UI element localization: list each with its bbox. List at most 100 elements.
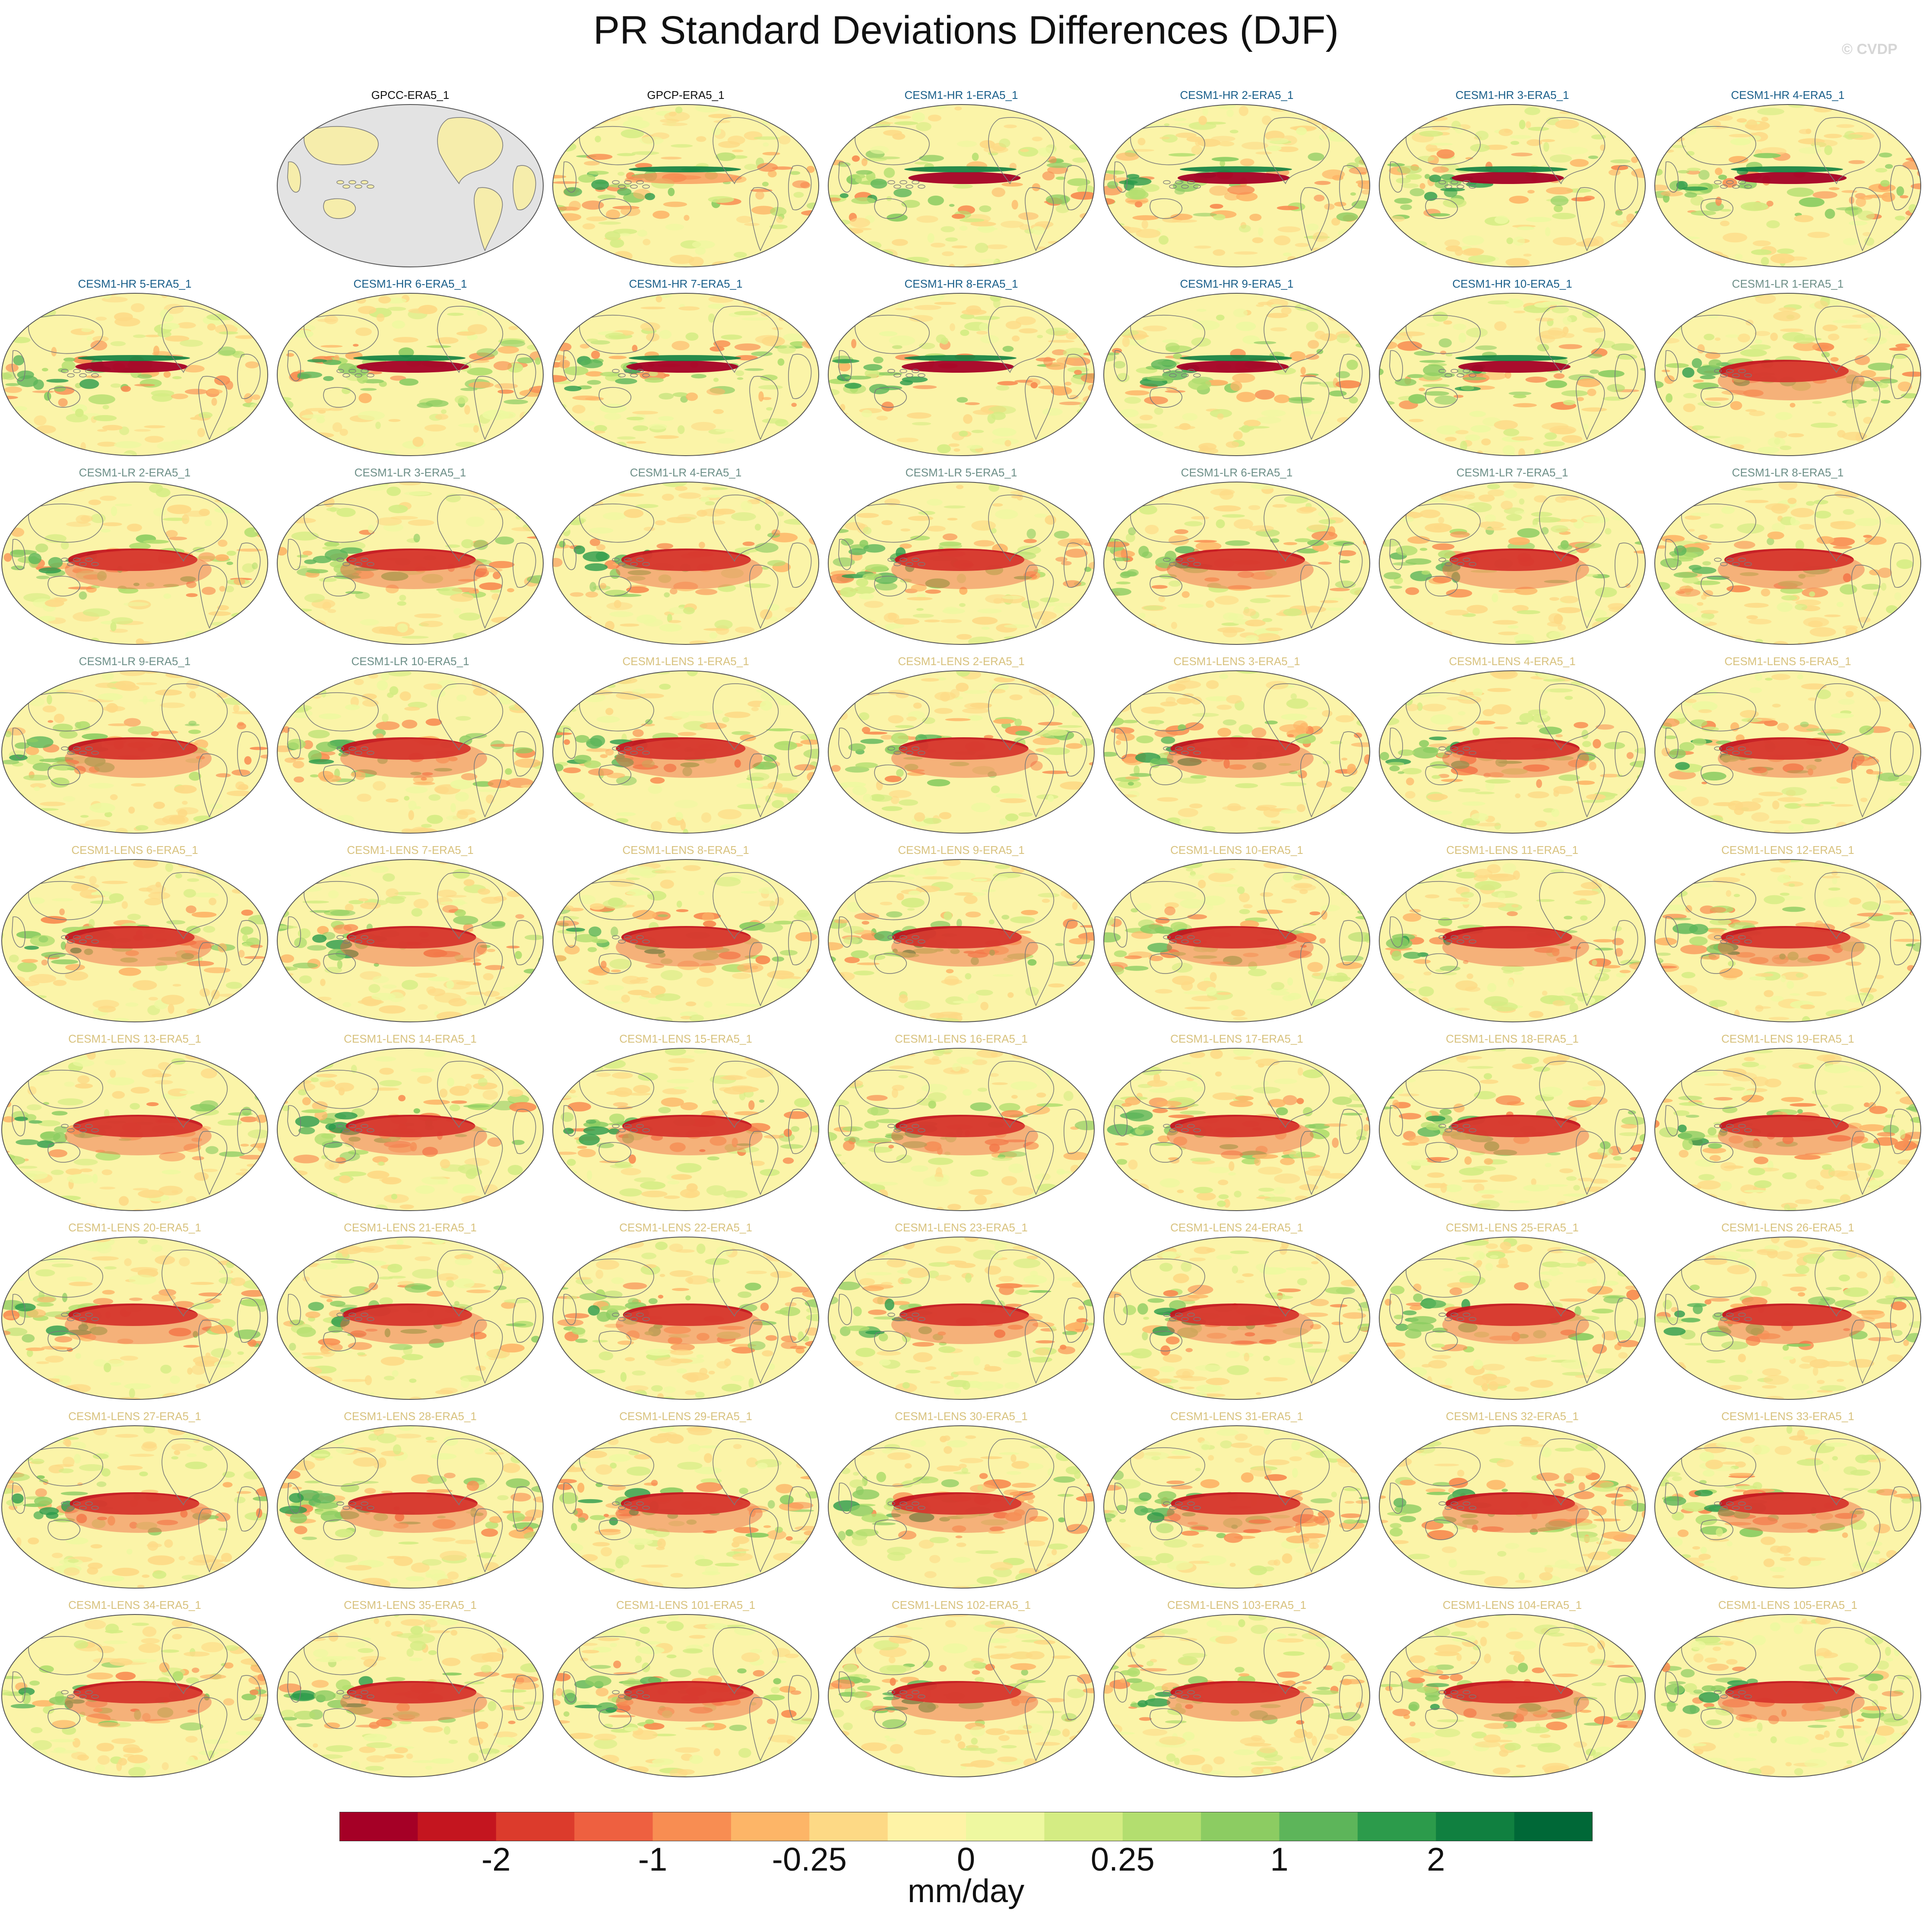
world-map (828, 859, 1095, 1022)
map-panel-title: CESM1-LENS 2-ERA5_1 (898, 655, 1025, 668)
world-map (1379, 670, 1646, 834)
map-panel: CESM1-LENS 24-ERA5_1 (1102, 1221, 1371, 1402)
map-panel: CESM1-HR 9-ERA5_1 (1102, 277, 1371, 459)
map-panel-title: CESM1-LENS 32-ERA5_1 (1446, 1410, 1579, 1423)
map-panel-title: CESM1-LENS 18-ERA5_1 (1446, 1032, 1579, 1045)
map-panel-title: CESM1-LENS 22-ERA5_1 (619, 1221, 752, 1234)
world-map (1379, 293, 1646, 456)
map-panel: CESM1-LENS 35-ERA5_1 (276, 1598, 545, 1780)
map-panel-title: CESM1-LENS 14-ERA5_1 (344, 1032, 477, 1045)
map-panel: CESM1-LENS 25-ERA5_1 (1378, 1221, 1647, 1402)
map-panel: CESM1-LENS 32-ERA5_1 (1378, 1410, 1647, 1591)
world-map (1654, 482, 1921, 645)
world-map (1, 482, 268, 645)
map-panel: CESM1-LR 9-ERA5_1 (0, 655, 269, 836)
world-map (828, 1425, 1095, 1589)
map-panel: CESM1-LENS 6-ERA5_1 (0, 844, 269, 1025)
world-map (277, 670, 544, 834)
colorbar-tick-label: -0.25 (772, 1841, 847, 1878)
colorbar-segment (1436, 1812, 1515, 1841)
world-map (552, 859, 819, 1022)
world-map (552, 670, 819, 834)
map-panel: CESM1-LENS 5-ERA5_1 (1653, 655, 1922, 836)
map-panel: CESM1-HR 6-ERA5_1 (276, 277, 545, 459)
world-map (1654, 1614, 1921, 1777)
map-panel-title: CESM1-LENS 25-ERA5_1 (1446, 1221, 1579, 1234)
map-panel-title: CESM1-LR 8-ERA5_1 (1732, 466, 1844, 479)
colorbar-segment (496, 1812, 575, 1841)
map-panel-title: CESM1-LENS 29-ERA5_1 (619, 1410, 752, 1423)
map-panel-title: CESM1-LENS 17-ERA5_1 (1170, 1032, 1303, 1045)
map-panel: CESM1-LENS 7-ERA5_1 (276, 844, 545, 1025)
world-map (1654, 670, 1921, 834)
world-map (277, 104, 544, 267)
map-panel: CESM1-LR 8-ERA5_1 (1653, 466, 1922, 647)
colorbar-tick-label: 0.25 (1090, 1841, 1155, 1878)
map-panel: CESM1-LENS 17-ERA5_1 (1102, 1032, 1371, 1214)
colorbar-segment (809, 1812, 888, 1841)
map-panel-title: CESM1-LR 1-ERA5_1 (1732, 277, 1844, 290)
map-panel: CESM1-LR 2-ERA5_1 (0, 466, 269, 647)
map-panel: CESM1-LENS 13-ERA5_1 (0, 1032, 269, 1214)
world-map (552, 104, 819, 267)
map-panel-title: CESM1-HR 2-ERA5_1 (1180, 89, 1294, 101)
world-map (552, 1237, 819, 1400)
map-panel: CESM1-LENS 19-ERA5_1 (1653, 1032, 1922, 1214)
colorbar-segment (418, 1812, 497, 1841)
map-panel: CESM1-LENS 2-ERA5_1 (827, 655, 1096, 836)
world-map (1654, 859, 1921, 1022)
world-map (828, 1048, 1095, 1211)
map-panel-title: CESM1-LENS 28-ERA5_1 (344, 1410, 477, 1423)
map-panel-title: CESM1-HR 10-ERA5_1 (1452, 277, 1572, 290)
map-panel-title: CESM1-LENS 10-ERA5_1 (1170, 844, 1303, 856)
map-panel-title: CESM1-LENS 16-ERA5_1 (895, 1032, 1028, 1045)
colorbar-tick-label: 2 (1427, 1841, 1445, 1878)
map-panel: CESM1-LENS 4-ERA5_1 (1378, 655, 1647, 836)
world-map (1654, 1048, 1921, 1211)
map-panel-title: GPCP-ERA5_1 (647, 89, 725, 101)
map-panel-title: CESM1-LENS 1-ERA5_1 (622, 655, 749, 668)
world-map (277, 1237, 544, 1400)
map-panel-title: GPCC-ERA5_1 (371, 89, 450, 101)
colorbar (339, 1812, 1593, 1841)
world-map (1103, 293, 1370, 456)
world-map (277, 482, 544, 645)
colorbar-tick-label: -2 (481, 1841, 511, 1878)
map-panel-title: CESM1-HR 7-ERA5_1 (629, 277, 743, 290)
world-map (1103, 859, 1370, 1022)
map-panel-title: CESM1-LENS 103-ERA5_1 (1167, 1598, 1307, 1611)
map-panel: CESM1-LENS 16-ERA5_1 (827, 1032, 1096, 1214)
colorbar-tick-label: -1 (638, 1841, 668, 1878)
map-panel-title: CESM1-LENS 26-ERA5_1 (1721, 1221, 1854, 1234)
map-panel: CESM1-LENS 9-ERA5_1 (827, 844, 1096, 1025)
map-panel-title: CESM1-LR 4-ERA5_1 (630, 466, 742, 479)
map-panel: CESM1-LENS 12-ERA5_1 (1653, 844, 1922, 1025)
world-map (1379, 1614, 1646, 1777)
map-panel-title: CESM1-LENS 11-ERA5_1 (1446, 844, 1578, 856)
map-panel: CESM1-HR 2-ERA5_1 (1102, 89, 1371, 270)
world-map (552, 1048, 819, 1211)
map-panel: CESM1-LENS 14-ERA5_1 (276, 1032, 545, 1214)
map-panel: CESM1-LENS 103-ERA5_1 (1102, 1598, 1371, 1780)
world-map (277, 293, 544, 456)
map-panel: CESM1-LR 5-ERA5_1 (827, 466, 1096, 647)
map-panel-title: CESM1-LENS 20-ERA5_1 (68, 1221, 201, 1234)
map-panel-title: CESM1-LENS 35-ERA5_1 (344, 1598, 477, 1611)
world-map (828, 482, 1095, 645)
map-panel: CESM1-LENS 33-ERA5_1 (1653, 1410, 1922, 1591)
map-panel: CESM1-LENS 10-ERA5_1 (1102, 844, 1371, 1025)
map-panel: CESM1-LR 6-ERA5_1 (1102, 466, 1371, 647)
world-map (277, 1048, 544, 1211)
map-panel-title: CESM1-LR 10-ERA5_1 (351, 655, 469, 668)
world-map (828, 1614, 1095, 1777)
map-panel: CESM1-LENS 15-ERA5_1 (551, 1032, 820, 1214)
world-map (1103, 1425, 1370, 1589)
world-map (1, 1425, 268, 1589)
figure-title: PR Standard Deviations Differences (DJF) (593, 8, 1339, 52)
map-panel: CESM1-HR 1-ERA5_1 (827, 89, 1096, 270)
map-panel: CESM1-LENS 30-ERA5_1 (827, 1410, 1096, 1591)
map-panel-title: CESM1-LENS 6-ERA5_1 (71, 844, 198, 856)
colorbar-segment (731, 1812, 810, 1841)
map-panel-title: CESM1-LENS 101-ERA5_1 (616, 1598, 756, 1611)
world-map (277, 1425, 544, 1589)
